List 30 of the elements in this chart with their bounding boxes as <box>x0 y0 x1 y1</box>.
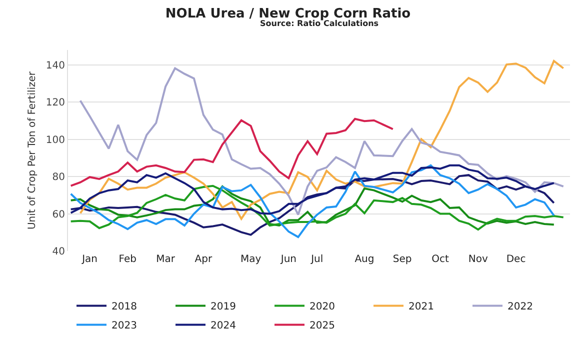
x-tick-label: Dec <box>506 254 526 265</box>
legend-label: 2025 <box>310 320 335 332</box>
x-tick-label: Aug <box>354 254 374 265</box>
x-tick-label: Feb <box>118 254 137 265</box>
legend-label: 2023 <box>112 320 137 332</box>
x-tick-label: Nov <box>468 254 488 265</box>
x-tick-label: Jul <box>310 254 324 265</box>
y-tick-label: 140 <box>46 60 65 72</box>
legend-label: 2021 <box>408 302 434 313</box>
x-tick-label: Apr <box>194 254 213 265</box>
y-tick-label: 120 <box>46 98 65 109</box>
chart-subtitle: Source: Ratio Calculations <box>260 19 379 28</box>
legend-label: 2022 <box>508 302 533 313</box>
x-tick-label: Sep <box>392 254 412 265</box>
legend-label: 2018 <box>112 302 137 313</box>
x-tick-label: Mar <box>156 254 176 265</box>
x-tick-label: Oct <box>432 254 449 265</box>
y-tick-label: 40 <box>52 246 65 258</box>
line-series <box>70 118 394 187</box>
line-series <box>70 164 555 238</box>
legend-label: 2020 <box>310 302 335 313</box>
legend-label: 2024 <box>210 320 236 332</box>
x-tick-label: Jan <box>81 254 98 265</box>
x-tick-label: May <box>240 254 262 265</box>
y-axis-title: Unit of Crop Per Ton of Fertilizer <box>26 70 38 230</box>
y-tick-label: 60 <box>52 209 65 220</box>
legend-label: 2019 <box>210 302 236 313</box>
x-tick-label: Jun <box>280 254 297 265</box>
y-tick-label: 100 <box>46 134 65 146</box>
y-tick-label: 80 <box>52 172 65 184</box>
